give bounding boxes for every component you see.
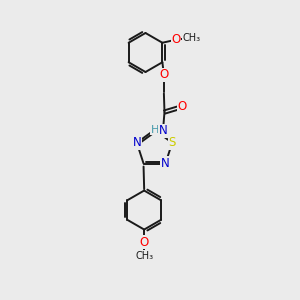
Text: H: H — [150, 125, 159, 135]
Text: O: O — [171, 33, 181, 46]
Text: S: S — [169, 136, 176, 149]
Text: O: O — [159, 68, 169, 81]
Text: O: O — [140, 236, 149, 249]
Text: N: N — [132, 136, 141, 149]
Text: O: O — [178, 100, 187, 113]
Text: N: N — [159, 124, 167, 137]
Text: CH₃: CH₃ — [182, 33, 200, 43]
Text: CH₃: CH₃ — [135, 250, 153, 261]
Text: N: N — [161, 157, 170, 170]
